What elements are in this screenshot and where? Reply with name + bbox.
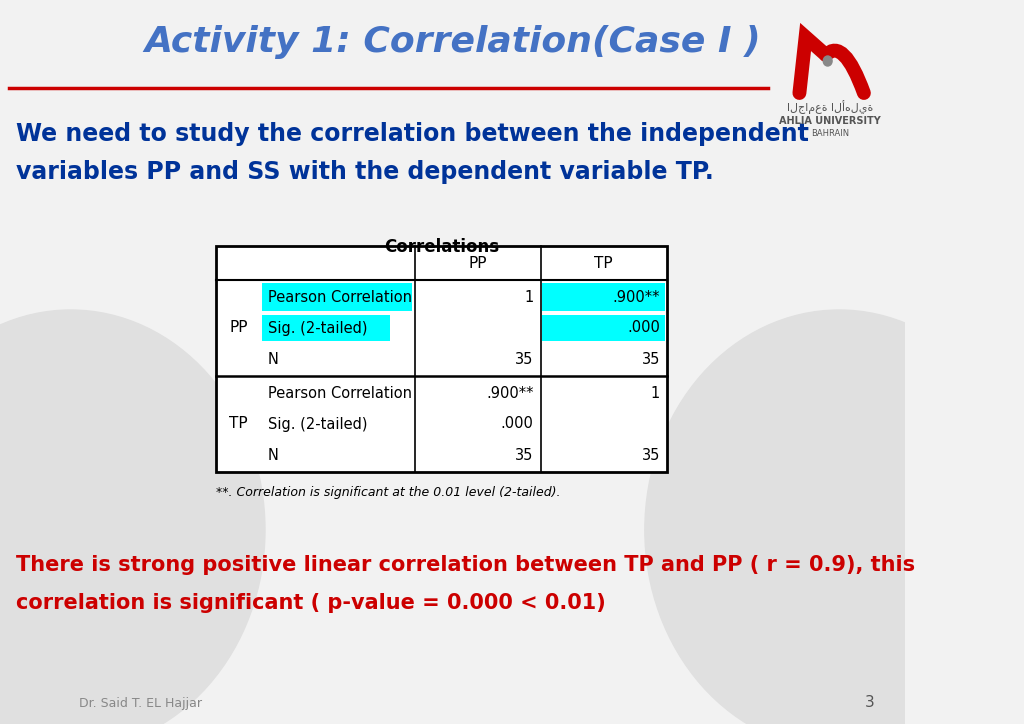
Text: الجامعة الأهلية: الجامعة الأهلية: [787, 100, 873, 114]
Bar: [216, 246, 667, 472]
Circle shape: [823, 56, 833, 66]
Text: 35: 35: [641, 448, 659, 463]
Text: 35: 35: [641, 353, 659, 368]
Text: N: N: [267, 448, 279, 463]
Text: .900**: .900**: [612, 290, 659, 306]
Bar: [543, 283, 666, 311]
Text: We need to study the correlation between the independent: We need to study the correlation between…: [16, 122, 809, 146]
Text: AHLIA UNIVERSITY: AHLIA UNIVERSITY: [779, 116, 882, 126]
Text: There is strong positive linear correlation between TP and PP ( r = 0.9), this: There is strong positive linear correlat…: [16, 555, 915, 575]
Text: TP: TP: [229, 416, 248, 432]
Text: .900**: .900**: [486, 387, 534, 402]
Text: **. Correlation is significant at the 0.01 level (2-tailed).: **. Correlation is significant at the 0.…: [216, 486, 561, 499]
Text: PP: PP: [469, 256, 487, 271]
Text: .000: .000: [501, 416, 534, 432]
Circle shape: [645, 310, 1024, 724]
Text: BAHRAIN: BAHRAIN: [811, 128, 849, 138]
Text: Sig. (2-tailed): Sig. (2-tailed): [267, 321, 368, 335]
Text: PP: PP: [229, 321, 248, 335]
Text: Pearson Correlation: Pearson Correlation: [267, 387, 412, 402]
Text: Dr. Said T. EL Hajjar: Dr. Said T. EL Hajjar: [80, 697, 203, 710]
Circle shape: [0, 310, 265, 724]
Text: TP: TP: [595, 256, 613, 271]
Text: Sig. (2-tailed): Sig. (2-tailed): [267, 416, 368, 432]
Text: 1: 1: [524, 290, 534, 306]
Text: .000: .000: [627, 321, 659, 335]
Text: 35: 35: [515, 448, 534, 463]
Text: 1: 1: [650, 387, 659, 402]
Bar: [262, 315, 390, 341]
Text: variables PP and SS with the dependent variable TP.: variables PP and SS with the dependent v…: [16, 160, 714, 184]
Bar: [262, 283, 412, 311]
Text: Pearson Correlation: Pearson Correlation: [267, 290, 412, 306]
Text: 3: 3: [864, 695, 874, 710]
Text: Activity 1: Correlation(Case I ): Activity 1: Correlation(Case I ): [144, 25, 761, 59]
Text: Correlations: Correlations: [384, 238, 500, 256]
Text: correlation is significant ( p-value = 0.000 < 0.01): correlation is significant ( p-value = 0…: [16, 593, 605, 613]
Text: N: N: [267, 353, 279, 368]
Text: 35: 35: [515, 353, 534, 368]
Bar: [543, 315, 666, 341]
